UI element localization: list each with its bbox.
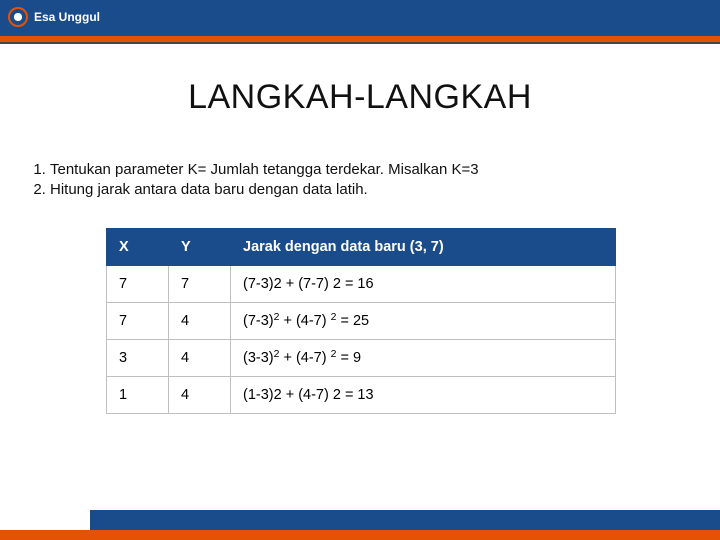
brand-swirl-icon <box>8 7 28 27</box>
brand-logo: Esa Unggul <box>8 4 100 30</box>
cell-y: 4 <box>169 303 231 340</box>
cell-x: 1 <box>107 377 169 414</box>
cell-jarak: (1-3)2 + (4-7) 2 = 13 <box>231 377 616 414</box>
cell-jarak: (7-3)2 + (7-7) 2 = 16 <box>231 266 616 303</box>
cell-jarak: (7-3)2 + (4-7) 2 = 25 <box>231 303 616 340</box>
cell-y: 7 <box>169 266 231 303</box>
col-x: X <box>107 229 169 266</box>
steps-list: Tentukan parameter K= Jumlah tetangga te… <box>28 160 692 201</box>
footer-orange <box>0 530 720 540</box>
footer-band <box>0 510 720 540</box>
cell-y: 4 <box>169 340 231 377</box>
cell-y: 4 <box>169 377 231 414</box>
col-jarak: Jarak dengan data baru (3, 7) <box>231 229 616 266</box>
table-row: 14(1-3)2 + (4-7) 2 = 13 <box>107 377 616 414</box>
table-header-row: X Y Jarak dengan data baru (3, 7) <box>107 229 616 266</box>
table-row: 74(7-3)2 + (4-7) 2 = 25 <box>107 303 616 340</box>
footer-blue <box>90 510 720 530</box>
col-y: Y <box>169 229 231 266</box>
header-band <box>0 0 720 36</box>
brand-name: Esa Unggul <box>34 10 100 24</box>
table-row: 34(3-3)2 + (4-7) 2 = 9 <box>107 340 616 377</box>
cell-x: 7 <box>107 266 169 303</box>
distance-table: X Y Jarak dengan data baru (3, 7) 77(7-3… <box>106 228 616 414</box>
slide-title: LANGKAH-LANGKAH <box>0 78 720 117</box>
step-item: Hitung jarak antara data baru dengan dat… <box>50 180 692 200</box>
step-item: Tentukan parameter K= Jumlah tetangga te… <box>50 160 692 180</box>
cell-jarak: (3-3)2 + (4-7) 2 = 9 <box>231 340 616 377</box>
cell-x: 7 <box>107 303 169 340</box>
table-row: 77(7-3)2 + (7-7) 2 = 16 <box>107 266 616 303</box>
header-underline <box>0 42 720 44</box>
cell-x: 3 <box>107 340 169 377</box>
